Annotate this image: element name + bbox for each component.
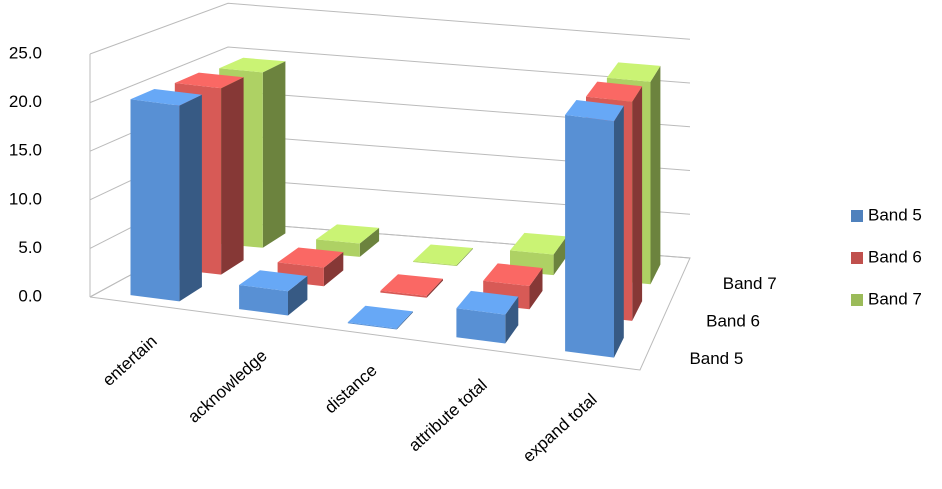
bar-top [380,274,443,296]
bar-side [456,248,473,266]
bar-front [130,99,180,302]
bar-side [529,268,543,310]
bar-top [316,224,380,244]
bar-top [606,62,661,82]
bar-top [456,290,519,315]
bar-top [565,100,624,122]
bar-side [553,236,567,276]
bar-side [614,105,624,358]
legend-label: Band 7 [868,289,922,308]
bar-front [347,322,397,330]
bar-side [323,252,344,287]
bar-top [413,244,473,266]
legend-label: Band 5 [868,205,922,224]
bar-front [239,285,288,316]
bar-side [288,276,308,316]
bar [239,270,308,316]
grid-line [89,2,691,55]
bar [565,100,624,358]
bar [347,305,413,330]
legend-label: Band 6 [868,247,922,266]
y-tick-label: 25.0 [9,43,42,62]
bar-front [380,290,427,298]
bar-top [347,305,413,329]
bar [380,274,443,298]
bar-front [565,114,614,358]
bar-side [359,227,380,257]
bar-top [586,81,643,102]
bar [316,224,380,257]
legend-swatch [851,210,863,222]
bar-side [262,61,286,248]
bar-top [219,57,286,73]
legend-swatch [851,252,863,264]
depth-label: Band 7 [723,274,777,293]
bar [413,244,473,266]
x-tick-label: attribute total [405,375,491,455]
bar-top [510,232,567,255]
bar-top [174,72,244,89]
bar-side [632,86,643,321]
bar-front [456,308,506,344]
bar-side [221,77,244,275]
y-tick-label: 15.0 [9,141,42,160]
bar-top [130,89,202,106]
legend-swatch [851,294,863,306]
bar [510,232,567,276]
x-tick-label: distance [321,361,381,417]
grid-line [89,46,691,104]
depth-label: Band 6 [706,311,760,330]
y-tick-label: 20.0 [9,92,42,111]
x-tick-label: acknowledge [184,346,270,427]
x-tick-label: entertain [99,331,161,389]
y-tick-label: 10.0 [9,189,42,208]
bar-front [413,261,457,266]
bar [456,290,519,344]
y-tick-label: 5.0 [18,238,42,257]
y-tick-label: 0.0 [18,286,42,305]
bar-side [650,65,661,285]
bar-top [239,270,308,292]
bar-side [505,296,519,344]
bar [130,89,202,302]
bar-side [426,278,443,298]
x-tick-label: expand total [519,390,601,466]
bar-top [483,263,543,286]
bar-side [396,311,413,330]
depth-label: Band 5 [689,349,743,368]
bar-side [179,94,202,302]
bar-top [277,247,344,268]
